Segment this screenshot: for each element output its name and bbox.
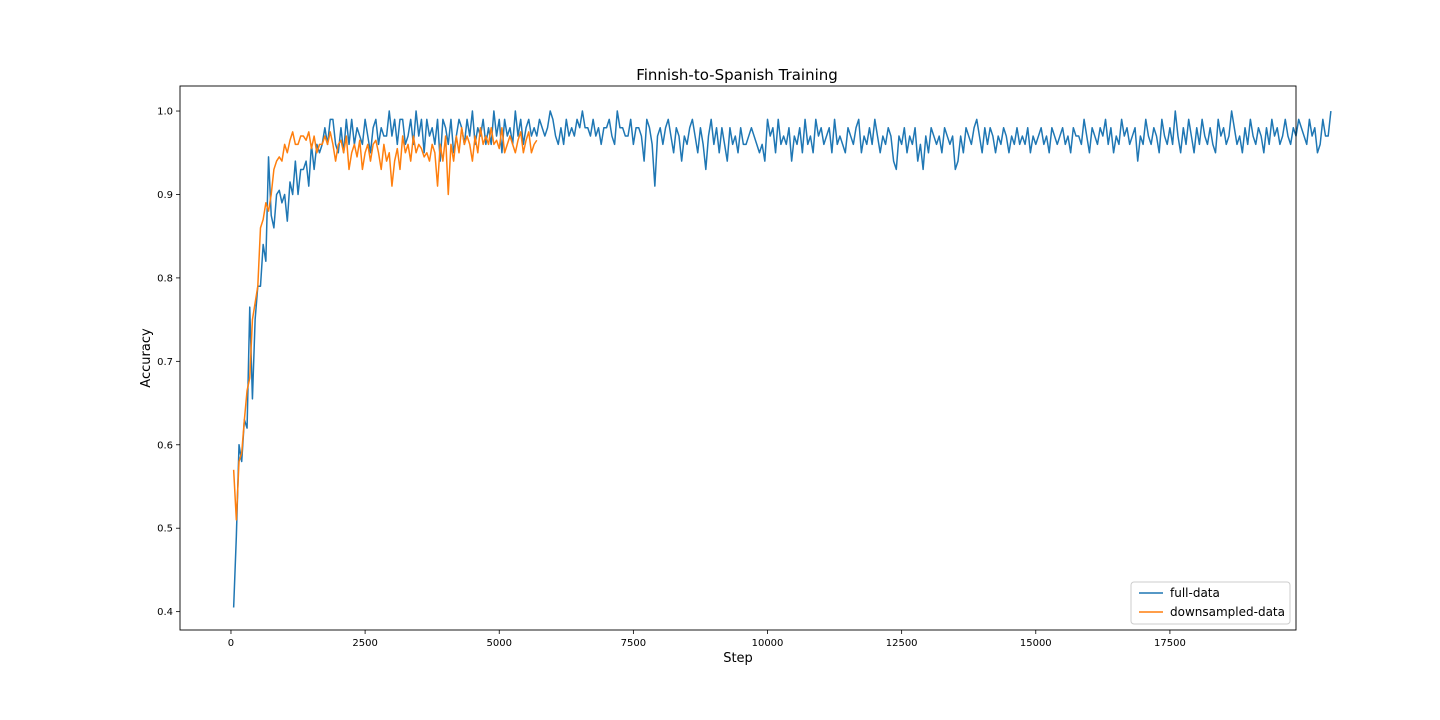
y-tick-label: 0.7 [157, 357, 173, 368]
y-tick-label: 0.9 [157, 190, 173, 201]
y-tick-label: 0.8 [157, 273, 173, 284]
x-tick-label: 17500 [1154, 638, 1186, 649]
legend-label-downsampled-data: downsampled-data [1170, 605, 1285, 619]
x-tick-label: 2500 [352, 638, 377, 649]
legend-box [1130, 581, 1291, 625]
legend: full-data downsampled-data [1130, 581, 1291, 625]
y-axis: 0.4 0.5 0.6 0.7 0.8 0.9 1.0 [157, 107, 180, 618]
x-tick-label: 10000 [752, 638, 784, 649]
x-tick-label: 12500 [886, 638, 918, 649]
x-axis-label: Step [723, 651, 753, 666]
y-axis-label: Accuracy [139, 328, 154, 388]
series-line-downsampled-data [232, 126, 538, 521]
y-tick-label: 0.4 [157, 607, 173, 618]
legend-label-full-data: full-data [1170, 586, 1220, 600]
chart-title: Finnish-to-Spanish Training [636, 66, 838, 84]
series-line-full-data [232, 110, 1332, 608]
x-tick-label: 0 [228, 638, 234, 649]
plot-area [179, 85, 1332, 631]
x-tick-label: 5000 [487, 638, 512, 649]
x-tick-label: 7500 [621, 638, 646, 649]
y-tick-label: 0.5 [157, 524, 173, 535]
plot-frame [179, 85, 1297, 631]
x-tick-label: 15000 [1020, 638, 1052, 649]
series-layer [232, 110, 1332, 608]
x-axis: 0 2500 5000 7500 10000 12500 15000 17500 [228, 630, 1186, 649]
y-tick-label: 1.0 [157, 107, 173, 118]
y-tick-label: 0.6 [157, 440, 173, 451]
